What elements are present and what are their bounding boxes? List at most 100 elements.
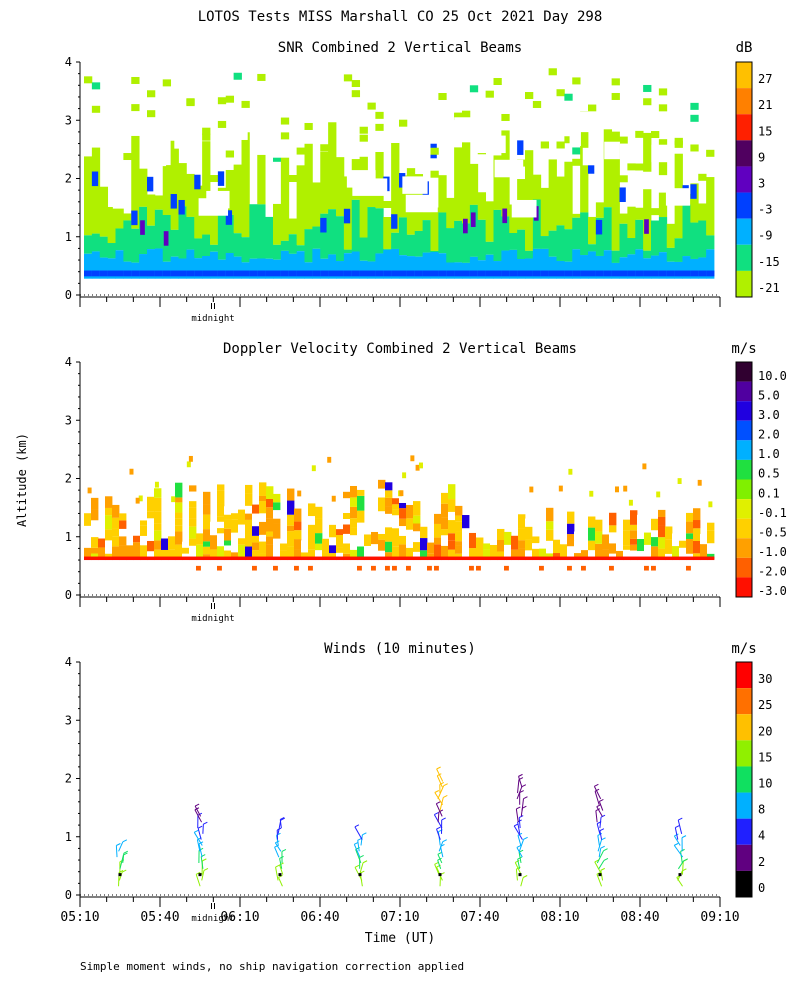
wind-barb [597,839,602,852]
doppler-cell [693,553,701,559]
snr-cell [84,235,93,254]
snr-cell [115,228,124,251]
snr-cell [320,258,329,279]
doppler-cell [245,519,253,535]
snr-cell [454,262,463,279]
wind-barb-flag [678,817,683,821]
snr-cell [320,217,327,233]
snr-cell [477,192,487,220]
doppler-cell [637,528,645,540]
doppler-cell [448,520,456,534]
doppler-cell [371,565,376,571]
doppler-cell [126,545,134,559]
doppler-cell [308,556,316,561]
wind-barb [279,819,282,829]
doppler-cell [616,556,624,561]
doppler-cell [385,565,390,571]
doppler-cell [224,545,232,551]
doppler-cell [84,547,92,559]
doppler-cell [708,501,713,508]
doppler-cell [623,545,631,550]
doppler-cell [189,526,197,539]
doppler-cell [679,540,687,548]
wind-barb [437,860,442,869]
doppler-cell [658,516,666,526]
doppler-cell [539,556,547,561]
doppler-cell [637,539,645,552]
doppler-cell [322,556,330,561]
doppler-cell [560,533,568,545]
doppler-cell [539,548,547,559]
wind-barb [274,842,282,852]
snr-cell [273,154,282,162]
wind-barb-flag [515,860,520,863]
snr-cell [446,270,455,277]
snr-cell [698,203,707,221]
doppler-cell [413,531,421,543]
doppler-cell [224,519,232,529]
wind-barb [115,845,118,858]
snr-cell [509,270,518,277]
doppler-cell [392,536,400,547]
snr-cell [154,270,164,277]
snr-cell [147,249,156,279]
doppler-cell [189,538,197,546]
snr-cell [91,82,101,90]
doppler-cell [308,503,316,517]
snr-cell [123,153,132,161]
doppler-cell [504,556,512,561]
snr-cell [170,140,179,230]
doppler-cell [658,509,666,517]
snr-cell [99,257,109,279]
doppler-cell [224,514,232,520]
doppler-cell [91,527,99,538]
snr-cell [595,270,605,277]
snr-cell [391,214,398,229]
snr-cell [469,85,479,93]
snr-cell [91,147,101,234]
doppler-cell [203,556,211,561]
wind-barb-flag [600,867,605,871]
doppler-cell [147,551,155,559]
snr-colorbar-swatch [736,244,752,271]
doppler-cell [392,565,397,571]
snr-cell [273,244,282,260]
doppler-cell [189,556,197,561]
doppler-cell [280,556,288,561]
wind-barb [194,809,203,823]
snr-cell [99,270,109,277]
doppler-cell [637,551,645,559]
wind-barb [515,808,519,823]
snr-cell [123,270,132,277]
snr-cell [532,248,542,279]
doppler-cell [392,504,400,510]
snr-colorbar-label: -3 [758,203,772,217]
wind-barb-flag [194,803,200,807]
doppler-cell [413,523,421,532]
snr-cell [399,270,408,277]
doppler-cell [91,497,99,510]
snr-cell [580,255,589,279]
doppler-cell [217,490,225,504]
doppler-cell [623,556,631,561]
snr-cell [280,250,290,279]
doppler-cell [518,548,526,559]
snr-cell [249,204,258,259]
winds-colorbar-swatch [736,688,752,715]
doppler-cell [161,549,169,559]
doppler-cell [665,526,673,540]
doppler-cell [196,565,201,571]
doppler-cell [658,537,666,549]
doppler-cell [112,536,120,547]
doppler-cell [259,556,267,561]
wind-station-dot [678,873,682,877]
doppler-cell [455,541,463,546]
snr-cell [91,251,101,279]
doppler-cell [238,524,246,539]
wind-barb-flag [436,766,441,770]
doppler-cell [707,530,715,544]
doppler-colorbar-swatch [736,440,752,460]
snr-cell [131,270,140,277]
doppler-cell [567,565,572,571]
snr-cell [532,100,542,108]
